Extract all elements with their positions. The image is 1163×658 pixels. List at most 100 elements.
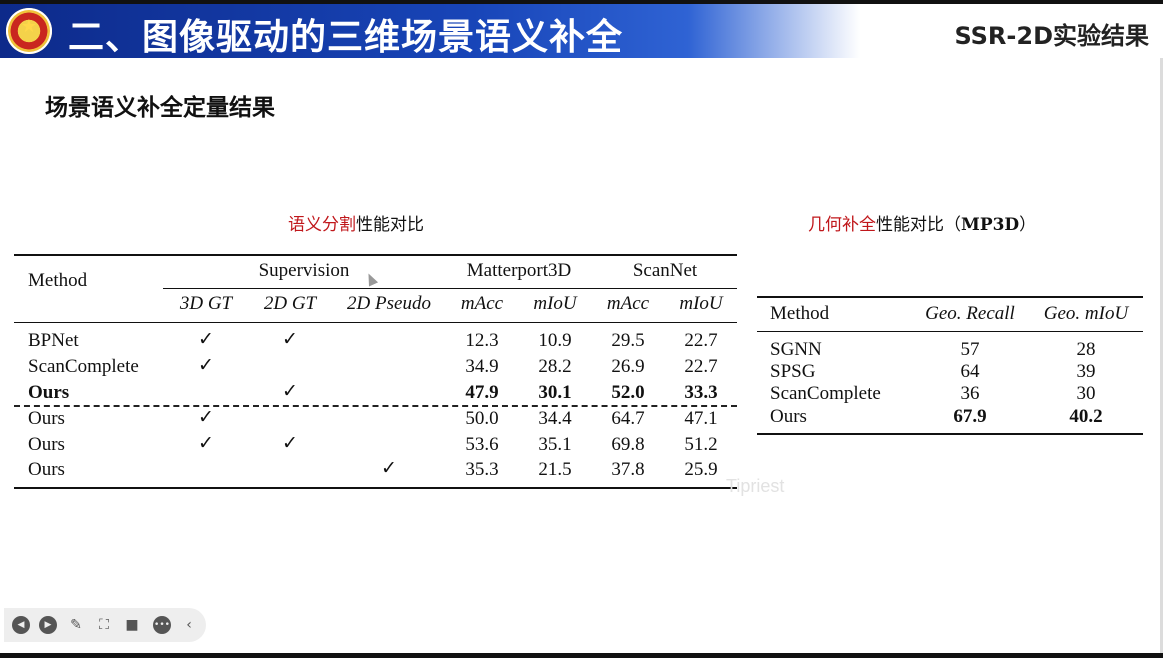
slide-title: 二、图像驱动的三维场景语义补全 [68,17,624,58]
seg-row-method: Ours [28,382,70,403]
seg-table-caption: 语义分割性能对比 [288,210,424,235]
seg-row-method: BPNet [28,330,79,351]
column-header-geo-miou: Geo. mIoU [1043,303,1129,324]
seg-row-value: 37.8 [611,459,645,480]
table-top-rule [14,254,737,256]
header-bottom-rule [757,331,1143,332]
geo-row-miou: 30 [1076,383,1096,404]
subheader-2dgt: 2D GT [263,293,317,314]
geo-row-miou: 39 [1076,361,1096,382]
seg-row-value: 12.3 [465,330,499,351]
seg-row-value: 25.9 [684,459,718,480]
seg-row-value: 47.9 [465,382,499,403]
check-icon: ✓ [381,458,397,479]
top-border [0,0,1163,4]
geo-row-miou: 40.2 [1069,406,1103,427]
geo-row-miou: 28 [1076,339,1096,360]
seg-row-value: 21.5 [538,459,572,480]
caption-text: 性能对比 [356,215,424,235]
subheader-scannet-miou: mIoU [679,293,723,314]
check-icon: ✓ [198,329,214,350]
geo-row-method: ScanComplete [770,383,881,404]
caption-dataset: MP3D [961,215,1020,235]
column-header-method: Method [770,303,830,324]
check-icon: ✓ [198,355,214,376]
dashed-separator [14,405,737,407]
seg-row-value: 26.9 [611,356,645,377]
seg-row-value: 10.9 [538,330,572,351]
seg-row-value: 35.3 [465,459,499,480]
subheader-scannet-macc: mAcc [606,293,650,314]
camera-icon[interactable]: ■ [125,617,139,633]
check-icon: ✓ [282,433,298,454]
check-icon: ✓ [198,433,214,454]
subheader-2dpseudo: 2D Pseudo [347,293,431,314]
geo-row-method: SPSG [770,361,816,382]
seg-row-value: 47.1 [684,408,718,429]
seg-row-method: Ours [28,408,65,429]
seg-row-value: 53.6 [465,434,499,455]
seg-row-value: 52.0 [611,382,645,403]
bottom-border [0,653,1163,658]
geo-row-recall: 67.9 [953,406,987,427]
table-bottom-rule [14,487,737,489]
table-bottom-rule [757,433,1143,435]
seg-row-value: 34.4 [538,408,572,429]
seg-row-value: 22.7 [684,330,718,351]
seg-row-value: 33.3 [684,382,718,403]
mouse-cursor [363,271,379,287]
check-icon: ✓ [282,381,298,402]
subheader-3dgt: 3D GT [179,293,233,314]
seg-row-method: Ours [28,434,65,455]
watermark-text: Tipriest [726,476,785,496]
geo-row-method: Ours [770,406,807,427]
check-icon: ✓ [198,407,214,428]
slide-subtitle: 场景语义补全定量结果 [45,95,275,121]
next-slide-icon[interactable]: ▶ [39,616,57,634]
more-icon[interactable]: ••• [153,616,171,634]
pen-icon[interactable]: ✎ [70,617,82,633]
focus-icon[interactable]: ⛶ [99,617,109,633]
seg-row-value: 29.5 [611,330,645,351]
seg-row-value: 64.7 [611,408,645,429]
table-top-rule [757,296,1143,298]
seg-row-method: Ours [28,459,65,480]
seg-row-value: 51.2 [684,434,718,455]
geo-row-recall: 64 [960,361,980,382]
geo-row-recall: 36 [960,383,980,404]
section-label: SSR-2D实验结果 [954,22,1149,50]
column-header-scannet: ScanNet [632,260,698,281]
header-bottom-rule [14,322,737,323]
check-icon: ✓ [282,329,298,350]
university-logo: ★ [6,8,52,54]
geo-row-method: SGNN [770,339,822,360]
caption-end: ） [1019,215,1037,235]
column-header-geo-recall: Geo. Recall [925,303,1015,324]
seg-row-value: 35.1 [538,434,572,455]
caption-highlight: 几何补全 [808,215,876,235]
presentation-toolbar: ◀ ▶ ✎ ⛶ ■ ••• ‹ [4,608,206,642]
caption-highlight: 语义分割 [288,215,356,235]
caption-text: 性能对比（ [876,215,961,235]
subheader-mp3d-miou: mIoU [533,293,577,314]
slide-header: ★ 二、图像驱动的三维场景语义补全 SSR-2D实验结果 [0,4,1163,58]
seg-row-value: 50.0 [465,408,499,429]
title-banner [0,4,860,58]
seg-row-value: 34.9 [465,356,499,377]
subheader-mp3d-macc: mAcc [460,293,504,314]
slide-edge [1160,58,1163,653]
seg-row-value: 28.2 [538,356,572,377]
seg-row-method: ScanComplete [28,356,139,377]
geo-table-caption: 几何补全性能对比（MP3D） [808,210,1036,235]
seg-row-value: 69.8 [611,434,645,455]
column-header-supervision: Supervision [258,260,350,281]
prev-slide-icon[interactable]: ◀ [12,616,30,634]
geo-row-recall: 57 [960,339,980,360]
collapse-icon[interactable]: ‹ [186,617,192,633]
column-header-method: Method [28,270,88,291]
column-header-matterport3d: Matterport3D [466,260,572,281]
seg-row-value: 30.1 [538,382,572,403]
star-icon: ★ [20,16,38,37]
header-mid-rule [163,288,737,289]
seg-row-value: 22.7 [684,356,718,377]
